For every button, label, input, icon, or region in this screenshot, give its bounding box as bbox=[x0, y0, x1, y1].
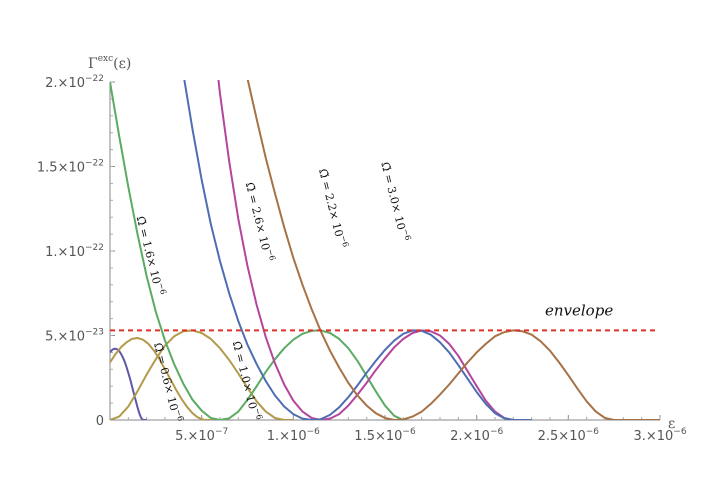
y-tick-mantissa: 1.×10 bbox=[45, 245, 85, 260]
x-tick-mantissa: 2.×10 bbox=[450, 429, 490, 444]
x-tick-label: 2.×10−6 bbox=[450, 427, 503, 444]
y-tick-label: 0 bbox=[96, 414, 104, 429]
series-group bbox=[110, 80, 660, 420]
y-axis-label-argument: (ε) bbox=[113, 56, 131, 72]
y-tick-mantissa: 5.×10 bbox=[45, 330, 85, 345]
x-tick-exponent: −6 bbox=[490, 427, 504, 437]
curve-label-exponent: −6 bbox=[174, 408, 186, 422]
curve-label-exponent: −6 bbox=[401, 228, 413, 242]
x-tick-label: 2.5×10−6 bbox=[538, 427, 600, 444]
x-tick-mantissa: 2.5×10 bbox=[538, 429, 586, 444]
x-tick-exponent: −6 bbox=[402, 427, 416, 437]
curve-label-text: Ω̃ = 2.6× 10 bbox=[243, 181, 272, 252]
x-tick-label: 1.5×10−6 bbox=[354, 427, 416, 444]
curve-label: Ω̃ = 1.0× 10−6 bbox=[230, 339, 264, 422]
curve-label-exponent: −6 bbox=[253, 407, 265, 421]
x-tick-mantissa: 1.×10 bbox=[267, 429, 307, 444]
curve-label-text: Ω̃ = 0.6× 10 bbox=[151, 341, 180, 412]
y-tick-exponent: −22 bbox=[85, 243, 104, 253]
y-tick-mantissa: 2.×10 bbox=[45, 76, 85, 91]
envelope-label: envelope bbox=[545, 301, 613, 319]
x-tick-mantissa: 1.5×10 bbox=[354, 429, 402, 444]
series-curve bbox=[217, 80, 514, 420]
series-curve bbox=[110, 337, 220, 420]
curve-label-text: Ω̃ = 1.0× 10 bbox=[230, 340, 259, 411]
curve-label-text: Ω̃ = 3.0× 10 bbox=[378, 161, 407, 232]
x-tick-mantissa: 5.×10 bbox=[175, 429, 215, 444]
y-axis-label-symbol: Γ bbox=[88, 56, 98, 72]
axes: 5.×10−7 1.×10−6 1.5×10−6 2.×10−6 2.5×10−6 3.×… bbox=[37, 54, 687, 444]
series-curve bbox=[246, 80, 660, 420]
curve-label: Ω̃ = 1.6× 10−6 bbox=[134, 214, 168, 297]
x-tick-exponent: −6 bbox=[673, 427, 687, 437]
curve-label: Ω̃ = 0.6× 10−6 bbox=[151, 341, 185, 424]
y-tick-exponent: −22 bbox=[85, 159, 104, 169]
y-tick-label: 1.×10−22 bbox=[45, 243, 104, 260]
curve-label-exponent: −6 bbox=[156, 282, 168, 296]
x-axis-label: ε bbox=[668, 416, 675, 432]
x-tick-label: 3.×10−6 bbox=[633, 427, 686, 444]
y-tick-label: 2.×10−22 bbox=[45, 74, 104, 91]
series-curve bbox=[110, 329, 294, 420]
x-tick-exponent: −6 bbox=[307, 427, 321, 437]
x-tick-exponent: −6 bbox=[586, 427, 600, 437]
x-tick-exponent: −7 bbox=[215, 427, 228, 437]
series-curve bbox=[110, 347, 147, 420]
curve-label-text: Ω̃ = 1.6× 10 bbox=[134, 215, 163, 286]
y-tick-mantissa: 0 bbox=[96, 414, 104, 429]
x-tick-label: 1.×10−6 bbox=[267, 427, 320, 444]
curve-label-text: Ω̃ = 2.2× 10 bbox=[316, 167, 345, 238]
y-axis-label: Γexc(ε) bbox=[88, 54, 131, 72]
y-tick-exponent: −23 bbox=[85, 328, 104, 338]
y-tick-label: 1.5×10−22 bbox=[37, 159, 104, 176]
curve-label: Ω̃ = 2.6× 10−6 bbox=[243, 180, 277, 263]
curve-label-exponent: −6 bbox=[339, 234, 351, 248]
y-tick-exponent: −22 bbox=[85, 74, 104, 84]
y-tick-label: 5.×10−23 bbox=[45, 328, 104, 345]
y-tick-mantissa: 1.5×10 bbox=[37, 161, 85, 176]
x-tick-mantissa: 3.×10 bbox=[633, 429, 673, 444]
curve-label: Ω̃ = 3.0× 10−6 bbox=[378, 160, 412, 243]
y-axis-label-superscript: exc bbox=[98, 54, 113, 64]
curve-label-exponent: −6 bbox=[265, 248, 277, 262]
x-tick-label: 5.×10−7 bbox=[175, 427, 228, 444]
curve-label: Ω̃ = 2.2× 10−6 bbox=[316, 167, 350, 250]
series-curve bbox=[110, 81, 404, 420]
series-curve bbox=[183, 80, 532, 420]
